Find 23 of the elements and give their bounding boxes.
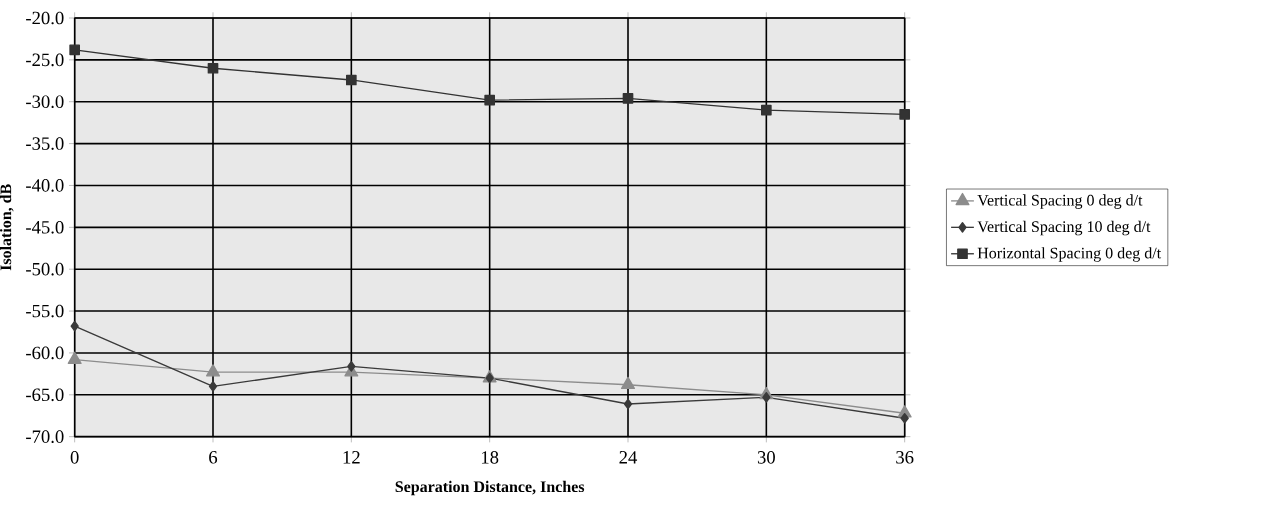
y-tick-label: -30.0 (26, 95, 64, 109)
x-tick-label: 12 (343, 451, 360, 464)
y-axis-title: Isolation, dB (0, 184, 14, 271)
y-tick-label: -60.0 (26, 346, 64, 360)
legend-label: Vertical Spacing 10 deg d/t (977, 220, 1151, 236)
y-tick-label: -20.0 (26, 11, 64, 25)
x-tick-label: 24 (619, 451, 638, 464)
legend-label: Horizontal Spacing 0 deg d/t (977, 247, 1162, 262)
x-tick-label: 6 (209, 451, 218, 464)
y-tick-label: -40.0 (26, 179, 64, 192)
x-tick-label: 30 (757, 451, 775, 464)
legend-label: Vertical Spacing 0 deg d/t (977, 194, 1143, 209)
y-tick-label: -70.0 (26, 430, 64, 444)
y-tick-label: -45.0 (26, 220, 64, 234)
x-tick-label: 36 (896, 451, 914, 464)
y-tick-label: -25.0 (26, 53, 64, 67)
y-tick-label: -50.0 (26, 262, 64, 276)
y-tick-label: -35.0 (26, 137, 64, 150)
x-axis-title: Separation Distance, Inches (395, 480, 585, 496)
x-tick-label: 18 (481, 451, 499, 464)
y-tick-label: -55.0 (26, 304, 64, 318)
y-tick-label: -65.0 (26, 388, 64, 402)
x-tick-label: 0 (70, 451, 79, 464)
